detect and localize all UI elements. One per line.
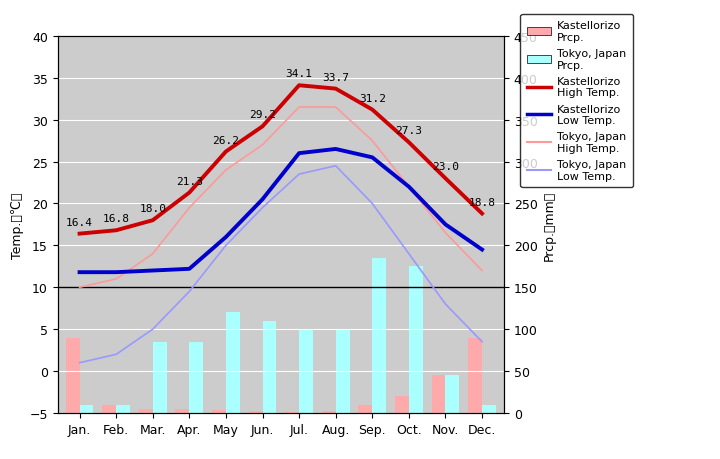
Bar xyxy=(79,405,94,413)
Bar xyxy=(336,330,350,413)
Bar xyxy=(395,397,409,413)
Text: 23.0: 23.0 xyxy=(432,162,459,172)
Bar xyxy=(285,412,299,413)
Text: 18.0: 18.0 xyxy=(139,204,166,214)
Text: 33.7: 33.7 xyxy=(322,73,349,83)
Bar xyxy=(102,405,116,413)
Text: 26.2: 26.2 xyxy=(212,135,240,145)
Bar xyxy=(299,330,313,413)
Bar xyxy=(116,405,130,413)
Bar xyxy=(263,321,276,413)
Text: 18.8: 18.8 xyxy=(469,197,495,207)
Bar xyxy=(153,342,166,413)
Bar xyxy=(212,411,226,413)
Bar xyxy=(66,338,79,413)
Bar xyxy=(372,258,386,413)
Text: 27.3: 27.3 xyxy=(395,126,423,136)
Text: 16.8: 16.8 xyxy=(103,214,130,224)
Text: 16.4: 16.4 xyxy=(66,217,93,227)
Text: 31.2: 31.2 xyxy=(359,94,386,103)
Bar xyxy=(226,313,240,413)
Bar xyxy=(139,409,153,413)
Text: 34.1: 34.1 xyxy=(286,69,312,79)
Bar xyxy=(248,411,263,413)
Bar xyxy=(322,411,336,413)
Text: 29.2: 29.2 xyxy=(249,110,276,120)
Bar xyxy=(189,342,203,413)
Bar xyxy=(468,338,482,413)
Bar xyxy=(409,267,423,413)
Y-axis label: Temp.（℃）: Temp.（℃） xyxy=(11,192,24,258)
Bar xyxy=(176,409,189,413)
Bar xyxy=(446,375,459,413)
Legend: Kastellorizo
Prcp., Tokyo, Japan
Prcp., Kastellorizo
High Temp., Kastellorizo
Lo: Kastellorizo Prcp., Tokyo, Japan Prcp., … xyxy=(521,15,633,188)
Bar xyxy=(482,405,496,413)
Bar xyxy=(431,375,446,413)
Y-axis label: Prcp.（mm）: Prcp.（mm） xyxy=(543,190,556,260)
Bar xyxy=(359,405,372,413)
Text: 21.3: 21.3 xyxy=(176,176,203,186)
